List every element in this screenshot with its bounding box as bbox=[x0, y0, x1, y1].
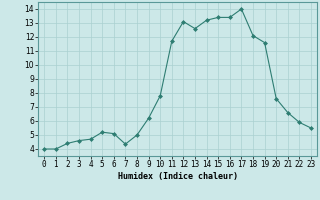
X-axis label: Humidex (Indice chaleur): Humidex (Indice chaleur) bbox=[118, 172, 238, 181]
